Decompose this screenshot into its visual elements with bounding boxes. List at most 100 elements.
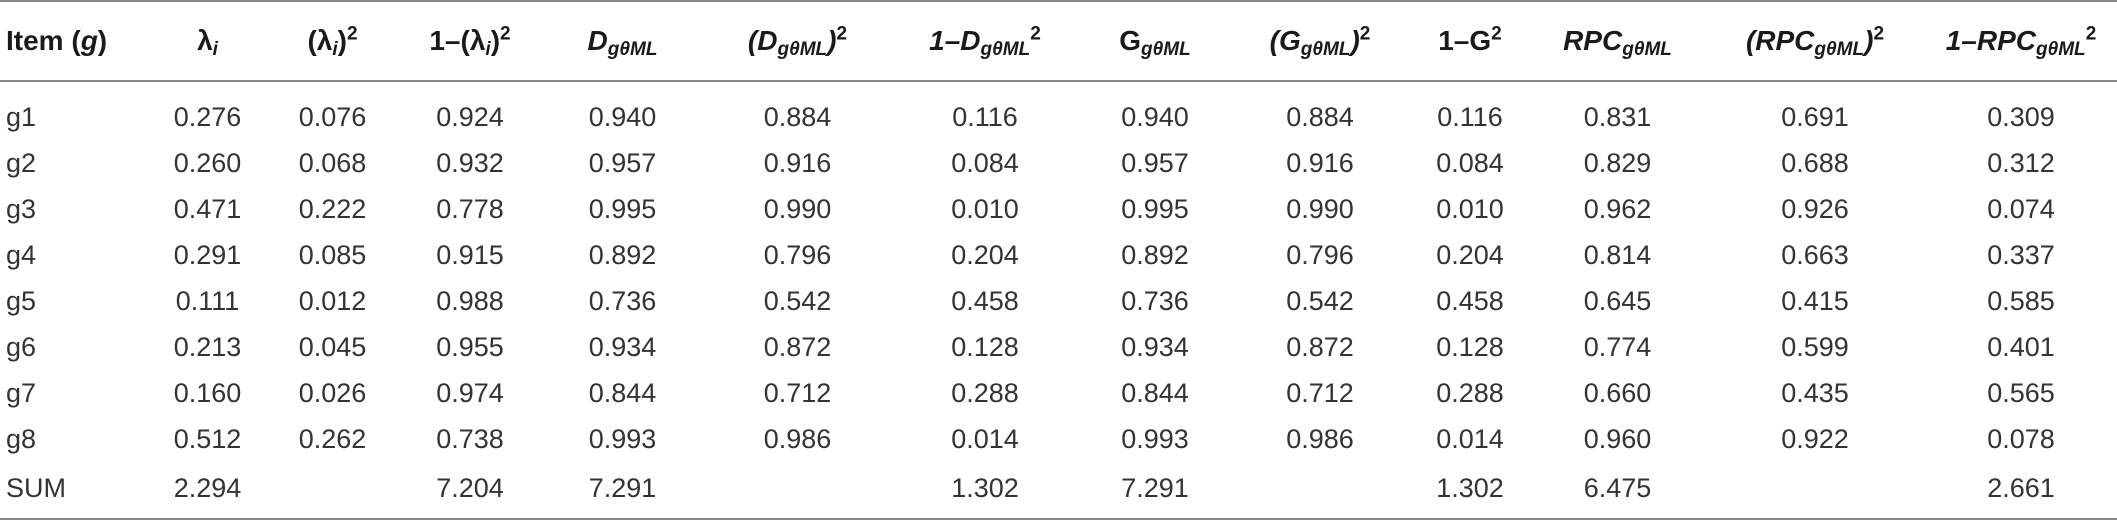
cell-d-squared: 0.916 — [763, 147, 832, 178]
cell-g-squared: 0.990 — [1286, 193, 1354, 224]
cell-one-minus-rpc-squared: 0.074 — [1987, 193, 2055, 224]
cell-item: SUM — [0, 462, 150, 520]
cell-d: 0.957 — [588, 147, 657, 178]
cell-rpc-squared: 0.435 — [1781, 377, 1849, 408]
cell-rpc: 0.960 — [1583, 423, 1652, 454]
cell-one-minus-d-squared: 1.302 — [890, 462, 1080, 520]
cell-d: 0.892 — [588, 239, 657, 270]
cell-g: 0.844 — [1121, 377, 1189, 408]
cell-one-minus-g-squared: 1.302 — [1410, 462, 1530, 520]
cell-g-squared: 0.916 — [1286, 147, 1354, 178]
cell-one-minus-lambda-squared: 0.988 — [436, 285, 504, 316]
cell-g: 0.892 — [1121, 239, 1189, 270]
header-one-minus-lambda-squared: 1–(λi)2 — [400, 0, 540, 82]
table-row: g3 0.471 0.222 0.778 0.995 0.990 0.010 0.995 0.9… — [0, 186, 2117, 232]
cell-item: g3 — [6, 193, 37, 224]
cell-g-squared: 0.986 — [1286, 423, 1354, 454]
cell-d: 0.940 — [588, 101, 657, 132]
cell-one-minus-lambda-squared: 0.738 — [436, 423, 504, 454]
sum-row: SUM 2.294 7.204 7.291 1.302 7.291 1.302 6.475 2.… — [0, 462, 2117, 520]
cell-rpc: 0.962 — [1583, 193, 1652, 224]
cell-one-minus-rpc-squared: 0.312 — [1987, 147, 2055, 178]
cell-one-minus-lambda-squared: 7.204 — [400, 462, 540, 520]
cell-rpc: 0.645 — [1583, 285, 1652, 316]
cell-lambda-squared: 0.085 — [298, 239, 367, 270]
cell-one-minus-lambda-squared: 0.932 — [436, 147, 504, 178]
cell-rpc: 0.660 — [1583, 377, 1652, 408]
cell-one-minus-rpc-squared: 2.661 — [1925, 462, 2117, 520]
cell-one-minus-d-squared: 0.014 — [951, 423, 1019, 454]
cell-lambda: 0.512 — [173, 423, 242, 454]
cell-rpc: 0.829 — [1583, 147, 1652, 178]
cell-g: 0.957 — [1121, 147, 1189, 178]
cell-d: 0.736 — [588, 285, 657, 316]
cell-rpc: 6.475 — [1530, 462, 1705, 520]
table-body: g1 0.276 0.076 0.924 0.940 0.884 0.116 0.940 0.8… — [0, 81, 2117, 520]
cell-one-minus-d-squared: 0.084 — [951, 147, 1019, 178]
cell-rpc-squared: 0.663 — [1781, 239, 1849, 270]
cell-lambda-squared: 0.026 — [298, 377, 367, 408]
cell-lambda: 0.111 — [175, 285, 240, 316]
cell-one-minus-g-squared: 0.458 — [1436, 285, 1504, 316]
cell-lambda-squared — [265, 462, 400, 520]
cell-g-squared: 0.796 — [1286, 239, 1354, 270]
header-g: GgθML — [1080, 0, 1230, 82]
cell-item: g6 — [6, 331, 37, 362]
cell-one-minus-rpc-squared: 0.565 — [1987, 377, 2055, 408]
cell-g: 0.993 — [1121, 423, 1189, 454]
cell-g-squared: 0.712 — [1286, 377, 1354, 408]
cell-one-minus-rpc-squared: 0.401 — [1987, 331, 2055, 362]
cell-lambda-squared: 0.068 — [298, 147, 367, 178]
cell-d-squared: 0.712 — [763, 377, 832, 408]
cell-g-squared: 0.542 — [1286, 285, 1354, 316]
cell-one-minus-rpc-squared: 0.337 — [1987, 239, 2055, 270]
cell-item: g8 — [6, 423, 37, 454]
cell-one-minus-g-squared: 0.128 — [1436, 331, 1504, 362]
cell-one-minus-g-squared: 0.204 — [1436, 239, 1504, 270]
cell-lambda: 0.291 — [173, 239, 242, 270]
cell-g: 0.934 — [1121, 331, 1189, 362]
cell-d-squared: 0.872 — [763, 331, 832, 362]
cell-lambda-squared: 0.012 — [298, 285, 367, 316]
cell-g: 0.995 — [1121, 193, 1189, 224]
cell-item: g5 — [6, 285, 37, 316]
cell-lambda-squared: 0.262 — [298, 423, 367, 454]
header-one-minus-d-squared: 1–DgθML2 — [890, 0, 1080, 82]
cell-d-squared: 0.542 — [763, 285, 832, 316]
header-one-minus-g-squared: 1–G2 — [1410, 0, 1530, 82]
cell-d-squared: 0.796 — [763, 239, 832, 270]
cell-d: 0.934 — [588, 331, 657, 362]
cell-g-squared: 0.884 — [1286, 101, 1354, 132]
header-row: Item (g) λi (λi)2 1–(λi)2 DgθML (DgθML)2… — [0, 0, 2117, 82]
cell-rpc: 0.831 — [1583, 101, 1652, 132]
cell-one-minus-rpc-squared: 0.309 — [1987, 101, 2055, 132]
cell-rpc: 0.814 — [1583, 239, 1652, 270]
cell-g: 7.291 — [1080, 462, 1230, 520]
table-header: Item (g) λi (λi)2 1–(λi)2 DgθML (DgθML)2… — [0, 0, 2117, 82]
cell-one-minus-d-squared: 0.458 — [951, 285, 1019, 316]
cell-g: 0.940 — [1121, 101, 1189, 132]
cell-one-minus-d-squared: 0.288 — [951, 377, 1019, 408]
table-row: g1 0.276 0.076 0.924 0.940 0.884 0.116 0.940 0.8… — [0, 81, 2117, 140]
cell-one-minus-d-squared: 0.116 — [952, 101, 1018, 132]
table-row: g6 0.213 0.045 0.955 0.934 0.872 0.128 0.934 0.8… — [0, 324, 2117, 370]
cell-g-squared — [1230, 462, 1410, 520]
table-row: g4 0.291 0.085 0.915 0.892 0.796 0.204 0.892 0.7… — [0, 232, 2117, 278]
cell-rpc-squared: 0.688 — [1781, 147, 1849, 178]
cell-one-minus-rpc-squared: 0.585 — [1987, 285, 2055, 316]
table-row: g5 0.111 0.012 0.988 0.736 0.542 0.458 0.736 0.5… — [0, 278, 2117, 324]
cell-d-squared: 0.990 — [763, 193, 832, 224]
header-rpc-squared: (RPCgθML)2 — [1705, 0, 1925, 82]
cell-lambda-squared: 0.076 — [298, 101, 367, 132]
cell-one-minus-g-squared: 0.010 — [1436, 193, 1504, 224]
cell-one-minus-d-squared: 0.010 — [951, 193, 1019, 224]
cell-one-minus-lambda-squared: 0.974 — [436, 377, 504, 408]
cell-rpc-squared: 0.922 — [1781, 423, 1849, 454]
header-d-squared: (DgθML)2 — [705, 0, 890, 82]
table-row: g8 0.512 0.262 0.738 0.993 0.986 0.014 0.993 0.9… — [0, 416, 2117, 462]
table-row: g7 0.160 0.026 0.974 0.844 0.712 0.288 0.844 0.7… — [0, 370, 2117, 416]
cell-rpc-squared: 0.926 — [1781, 193, 1849, 224]
cell-lambda: 0.160 — [173, 377, 242, 408]
header-one-minus-rpc-squared: 1–RPCgθML2 — [1925, 0, 2117, 82]
header-lambda-squared: (λi)2 — [265, 0, 400, 82]
